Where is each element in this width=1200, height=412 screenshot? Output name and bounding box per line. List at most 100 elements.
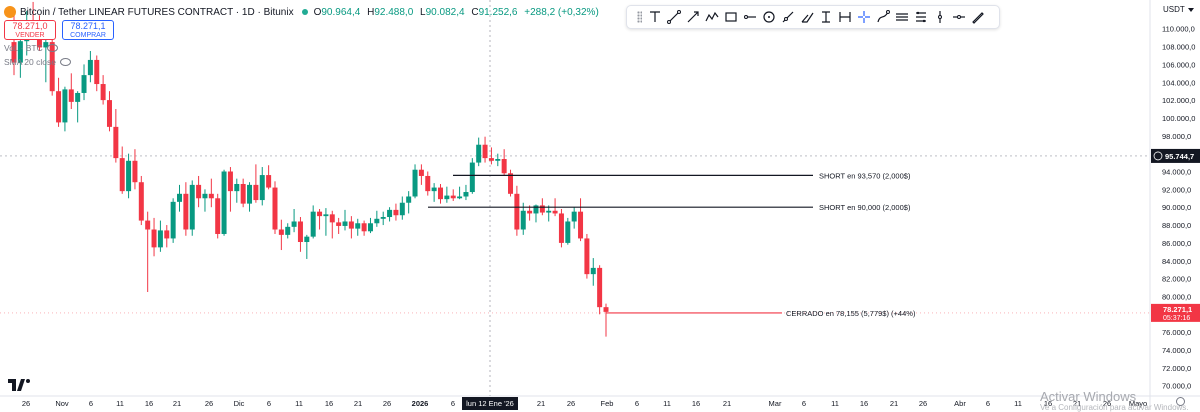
rectangle-icon[interactable] [724,7,739,27]
time-axis-label: 6 [986,399,990,408]
brush-icon[interactable] [799,7,814,27]
candle-body [597,267,603,308]
time-axis-label: 2026 [412,399,429,408]
price-axis-label: 88.000,0 [1162,221,1191,230]
price-range-icon[interactable] [818,7,833,27]
candle-body [138,182,144,221]
price-axis-label: 108.000,0 [1162,43,1195,52]
price-axis-label: 84.000,0 [1162,257,1191,266]
price-axis-label: 76.000,0 [1162,328,1191,337]
candle-body [380,217,386,219]
candle-body [145,220,151,230]
candle-body [94,59,100,85]
ohlc-values: O90.964,4 H92.488,0 L90.082,4 C91.252,6 … [313,6,599,18]
windows-activation-hint: Ve a Configuración para activar Windows. [1040,403,1189,412]
trade-annotation-label: SHORT en 90,000 (2,000$) [819,203,911,212]
time-axis-label: 6 [451,399,455,408]
price-axis-label: 104.000,0 [1162,78,1195,87]
price-axis-label: 80.000,0 [1162,292,1191,301]
time-axis-label: 6 [635,399,639,408]
crosshair-time-tag [462,397,518,410]
price-axis-label: 102.000,0 [1162,96,1195,105]
price-axis-label: 72.000,0 [1162,364,1191,373]
text-tool-icon[interactable] [648,7,663,27]
candle-body [317,211,323,217]
candle-body [266,175,272,188]
candle-body [119,158,125,192]
candle-body [183,193,189,230]
pen-icon[interactable] [970,7,985,27]
candle-body [546,210,552,213]
last-price-value: 78.271,1 [1163,305,1192,314]
candle-countdown: 05:37:16 [1163,315,1190,322]
price-axis-label: 86.000,0 [1162,239,1191,248]
candle-body [43,42,49,48]
candle-body [488,158,494,161]
candle-body [469,162,475,193]
horizontal-line-icon[interactable] [951,7,966,27]
ray-icon[interactable] [780,7,795,27]
candle-body [418,169,424,176]
time-axis-label: 21 [723,399,731,408]
trend-line-icon[interactable] [667,7,682,27]
time-axis-label: 11 [295,399,303,408]
volume-legend[interactable]: Vol. · BTC [4,43,58,53]
time-axis-label: 11 [116,399,124,408]
curve-icon[interactable] [875,7,890,27]
candle-body [285,226,291,235]
arrow-line-icon[interactable] [686,7,701,27]
price-axis-label: 82.000,0 [1162,275,1191,284]
candle-body [151,229,157,248]
time-axis-label: 16 [692,399,700,408]
time-axis-label: 16 [860,399,868,408]
time-axis-label: 21 [173,399,181,408]
candle-body [240,183,246,204]
candle-body [215,198,221,234]
candle-body [202,193,208,199]
candle-body [304,236,310,243]
sma-legend[interactable]: SMA 20 close [4,57,71,67]
symbol-title[interactable]: Bitcoin / Tether LINEAR FUTURES CONTRACT… [20,6,294,18]
eye-icon[interactable] [59,58,71,66]
price-axis-label: 90.000,0 [1162,203,1191,212]
candle-body [196,184,202,199]
horizontal-ray-icon[interactable] [742,7,757,27]
parallel-channel-icon[interactable] [894,7,909,27]
candle-body [11,42,17,63]
drag-handle-icon[interactable] [637,11,642,23]
candle-body [259,175,265,201]
crosshair-price-tag [1151,148,1200,163]
time-axis-label: 16 [145,399,153,408]
time-axis-label: 26 [383,399,391,408]
gear-icon[interactable] [1176,397,1185,406]
tradingview-logo-icon[interactable] [8,378,30,394]
price-axis-label: 98.000,0 [1162,132,1191,141]
time-axis-label: Mayo [1129,399,1147,408]
sell-button[interactable]: 78.271,0 VENDER [4,20,56,40]
crosshair-icon[interactable] [856,7,871,27]
candle-body [170,201,176,239]
trade-annotation-label: SHORT en 93,570 (2,000$) [819,171,911,180]
buy-button[interactable]: 78.271,1 COMPRAR [62,20,114,40]
candle-body [361,223,367,232]
candle-body [393,209,399,216]
candle-body [495,159,501,161]
currency-selector[interactable]: USDT [1163,5,1194,14]
price-axis-label: 74.000,0 [1162,346,1191,355]
path-icon[interactable] [705,7,720,27]
circle-icon[interactable] [761,7,776,27]
candle-body [571,211,577,222]
candle-body [508,173,514,194]
vertical-line-icon[interactable] [932,7,947,27]
eye-icon[interactable] [46,44,58,52]
candle-body [106,100,112,127]
candle-body [68,89,74,102]
date-range-icon[interactable] [837,7,852,27]
crosshair-time-value: lun 12 Ene '26 [466,399,514,408]
time-axis-label: Feb [601,399,614,408]
fib-icon[interactable] [913,7,928,27]
price-axis-label: 94.000,0 [1162,168,1191,177]
trade-annotation-label: CERRADO en 78,155 (5,779$) (+44%) [786,309,916,318]
candle-body [234,183,240,192]
